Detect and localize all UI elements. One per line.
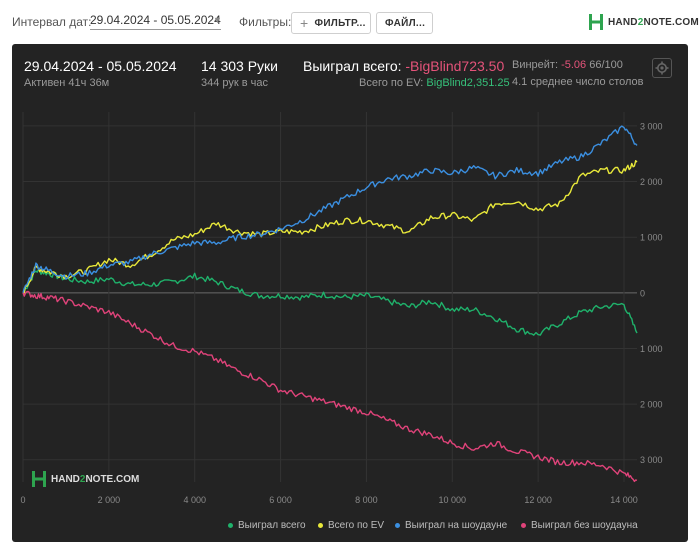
x-tick-label: 2 000 xyxy=(98,495,121,505)
legend-dot xyxy=(228,523,233,528)
active-time: Активен 41ч 36м xyxy=(24,77,110,89)
legend-label: Всего по EV xyxy=(328,520,385,531)
hands-per-hour: 344 рук в час xyxy=(201,77,269,89)
plus-icon: + xyxy=(300,15,309,31)
x-tick-label: 8 000 xyxy=(355,495,378,505)
file-button[interactable]: ФАЙЛ... xyxy=(376,12,433,34)
legend-label: Выиграл всего xyxy=(238,520,306,531)
legend-dot xyxy=(395,523,400,528)
logo-text: HAND2NOTE.COM xyxy=(608,16,699,28)
y-tick-label: 3 000 xyxy=(640,455,663,465)
gear-icon xyxy=(655,61,669,75)
settings-button[interactable] xyxy=(652,58,672,78)
y-tick-label: 0 xyxy=(640,288,645,298)
x-tick-label: 10 000 xyxy=(439,495,467,505)
date-range-label: Интервал дат: xyxy=(12,15,92,29)
avg-tables: 4.1 среднее число столов xyxy=(512,76,644,88)
x-tick-label: 12 000 xyxy=(524,495,552,505)
period-text: 29.04.2024 - 05.05.2024 xyxy=(24,58,177,74)
legend-item-no-showdown[interactable]: Выиграл без шоудауна xyxy=(521,520,638,531)
series-line-0 xyxy=(22,268,638,336)
file-button-label: ФАЙЛ... xyxy=(385,17,426,29)
winrate-value: -5.06 xyxy=(561,59,587,71)
y-tick-label: 2 000 xyxy=(640,177,663,187)
y-tick-label: 1 000 xyxy=(640,233,663,243)
won-total: Выиграл всего: -BigBlind723.50 xyxy=(303,58,505,74)
x-tick-label: 4 000 xyxy=(183,495,206,505)
x-tick-label: 14 000 xyxy=(610,495,638,505)
legend-item-won[interactable]: Выиграл всего xyxy=(228,520,306,531)
date-range-select[interactable]: 29.04.2024 - 05.05.2024 xyxy=(90,13,221,30)
won-total-value: -BigBlind723.50 xyxy=(405,58,505,74)
filter-button[interactable]: + ФИЛЬТР... xyxy=(291,12,371,34)
series-line-1 xyxy=(22,159,638,294)
x-tick-label: 0 xyxy=(20,495,25,505)
series-line-3 xyxy=(22,290,638,483)
y-tick-label: 2 000 xyxy=(640,400,663,410)
ev-total: Всего по EV: BigBlind2,351.25 xyxy=(359,77,510,89)
hands-count: 14 303 Руки xyxy=(201,58,278,74)
y-tick-label: 1 000 xyxy=(640,344,663,354)
top-toolbar: Интервал дат: 29.04.2024 - 05.05.2024 ▼ … xyxy=(0,0,700,42)
legend-item-ev[interactable]: Всего по EV xyxy=(318,520,384,531)
legend-dot xyxy=(521,523,526,528)
y-tick-label: 3 000 xyxy=(640,121,663,131)
legend-label: Выиграл без шоудауна xyxy=(531,520,638,531)
graph-panel: 29.04.2024 - 05.05.2024 Активен 41ч 36м … xyxy=(12,44,688,542)
filters-label: Фильтры: xyxy=(239,15,292,29)
hand2note-logo[interactable]: HAND2NOTE.COM xyxy=(588,12,699,32)
watermark-logo-icon xyxy=(32,471,46,487)
hand2note-logo-icon xyxy=(589,14,603,30)
ev-total-value: BigBlind2,351.25 xyxy=(426,77,510,89)
winrate: Винрейт: -5.06 66/100 xyxy=(512,59,623,71)
legend-label: Выиграл на шоудауне xyxy=(405,520,508,531)
watermark-text: HAND2NOTE.COM xyxy=(51,473,140,485)
profit-chart: 3 000 2 000 1 000 0 1 000 2 000 3 000 0 2 000 4 0… xyxy=(20,112,663,505)
chevron-down-icon[interactable]: ▼ xyxy=(213,15,222,25)
x-tick-label: 6 000 xyxy=(269,495,292,505)
legend-item-showdown[interactable]: Выиграл на шоудауне xyxy=(395,520,507,531)
series-line-2 xyxy=(22,125,638,293)
legend-dot xyxy=(318,523,323,528)
chart-watermark: HAND2NOTE.COM xyxy=(31,470,139,488)
filter-button-label: ФИЛЬТР... xyxy=(314,17,366,29)
